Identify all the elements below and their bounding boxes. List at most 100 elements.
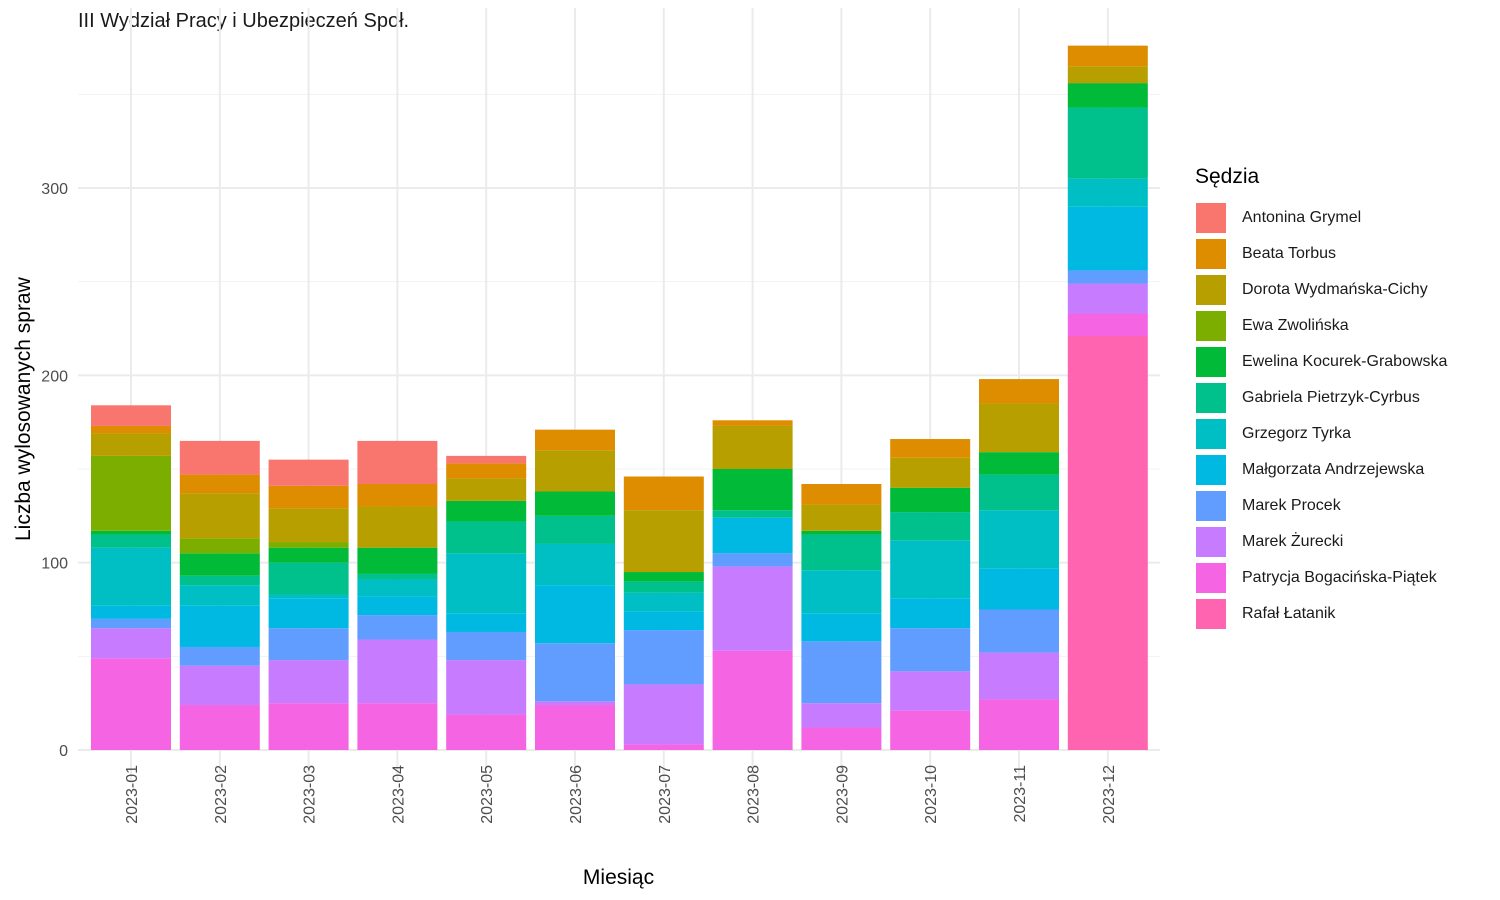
bar-segment (91, 530, 171, 535)
bar-segment (357, 440, 438, 484)
bar-segment (91, 405, 171, 426)
y-tick-label: 200 (41, 368, 68, 385)
bar-segment (623, 572, 704, 582)
bar-segment (268, 547, 349, 563)
bar-segment (446, 463, 527, 479)
bar-segment (179, 553, 260, 576)
legend-label: Dorota Wydmańska-Cichy (1242, 281, 1428, 298)
y-axis-title: Liczba wylosowanych spraw (12, 277, 35, 541)
bar-segment (91, 534, 171, 548)
legend-item: Marek Procek (1195, 488, 1447, 524)
bar-segment (801, 534, 882, 571)
bar-segment (179, 665, 260, 706)
bar-segment (179, 646, 260, 666)
legend-item: Gabriela Pietrzyk-Cyrbus (1195, 380, 1447, 416)
bar-segment (890, 439, 971, 458)
x-tick-label: 2023-02 (213, 765, 230, 824)
bar-segment (979, 699, 1059, 750)
bar-segment (357, 573, 438, 580)
bar-segment (446, 455, 527, 464)
bar-segment (268, 459, 349, 486)
legend-item: Ewelina Kocurek-Grabowska (1195, 344, 1447, 380)
bar-segment (535, 543, 615, 586)
bar-segment (979, 652, 1059, 700)
bar-segment (801, 727, 882, 750)
bar-segment (446, 478, 527, 501)
bar-segment (179, 705, 260, 750)
bar-segment (446, 613, 527, 632)
bar-segment (179, 605, 260, 647)
bar-segment (1067, 283, 1148, 314)
bar-segment (623, 581, 704, 593)
legend-swatch (1195, 310, 1227, 342)
legend-swatch (1195, 346, 1227, 378)
legend-items: Antonina Grymel Beata Torbus Dorota Wydmań… (1195, 200, 1447, 632)
bar-segment (801, 613, 882, 642)
bar-segment (91, 547, 171, 606)
legend-label: Marek Procek (1242, 497, 1341, 514)
legend-label: Ewelina Kocurek-Grabowska (1242, 353, 1448, 370)
y-tick-label: 100 (41, 556, 68, 573)
legend-swatch (1195, 454, 1227, 486)
bar-segment (890, 487, 971, 513)
bar-segment (357, 579, 438, 597)
bar-segment (357, 615, 438, 640)
legend-item: Marek Żurecki (1195, 524, 1447, 560)
bar-segment (712, 469, 793, 511)
x-tick-label: 2023-10 (923, 765, 940, 824)
legend-label: Rafał Łatanik (1242, 605, 1336, 622)
bar-segment (179, 440, 260, 475)
bar-segment (268, 542, 349, 548)
bar-segment (979, 379, 1059, 404)
bar-segment (979, 609, 1059, 653)
bar-segment (535, 585, 615, 644)
bar-segment (1067, 45, 1148, 67)
bar-segment (357, 703, 438, 750)
bar-segment (268, 508, 349, 543)
bar-segment (623, 684, 704, 745)
bar-segment (268, 660, 349, 704)
bar-segment (1067, 66, 1148, 84)
bar-segment (91, 605, 171, 619)
bar-segment (801, 483, 882, 505)
bar-segment (623, 592, 704, 612)
bar-segment (979, 474, 1059, 511)
bar-segment (357, 596, 438, 616)
legend-item: Beata Torbus (1195, 236, 1447, 272)
legend-swatch (1195, 202, 1227, 234)
bar-segment (179, 538, 260, 554)
bar-segment (446, 631, 527, 661)
bar-segment (91, 658, 171, 750)
bar-segment (91, 628, 171, 659)
bar-segment (890, 671, 971, 711)
bar-segment (623, 510, 704, 573)
bar-segment (1067, 270, 1148, 284)
bar-segment (91, 455, 171, 531)
bar-segment (801, 570, 882, 614)
y-tick-label: 0 (59, 743, 68, 760)
bar-segment (801, 641, 882, 704)
bar-segment (268, 485, 349, 509)
bar-segment (91, 618, 171, 629)
legend-item: Patrycja Bogacińska-Piątek (1195, 560, 1447, 596)
bar-segment (979, 403, 1059, 453)
legend-label: Antonina Grymel (1242, 209, 1362, 226)
legend-item: Dorota Wydmańska-Cichy (1195, 272, 1447, 308)
x-tick-label: 2023-09 (834, 765, 851, 824)
bar-segment (268, 628, 349, 661)
bar-segment (623, 476, 704, 511)
bar-segment (890, 598, 971, 629)
x-axis-title: Miesiąc (582, 866, 655, 889)
bar-segment (91, 433, 171, 456)
legend-item: Antonina Grymel (1195, 200, 1447, 236)
bar-segment (357, 547, 438, 574)
legend-swatch (1195, 238, 1227, 270)
legend-item: Ewa Zwolińska (1195, 308, 1447, 344)
bar-segment (446, 553, 527, 614)
bar-segment (712, 425, 793, 470)
bar-segment (535, 643, 615, 702)
bar-segment (179, 493, 260, 539)
bar-segment (623, 611, 704, 631)
